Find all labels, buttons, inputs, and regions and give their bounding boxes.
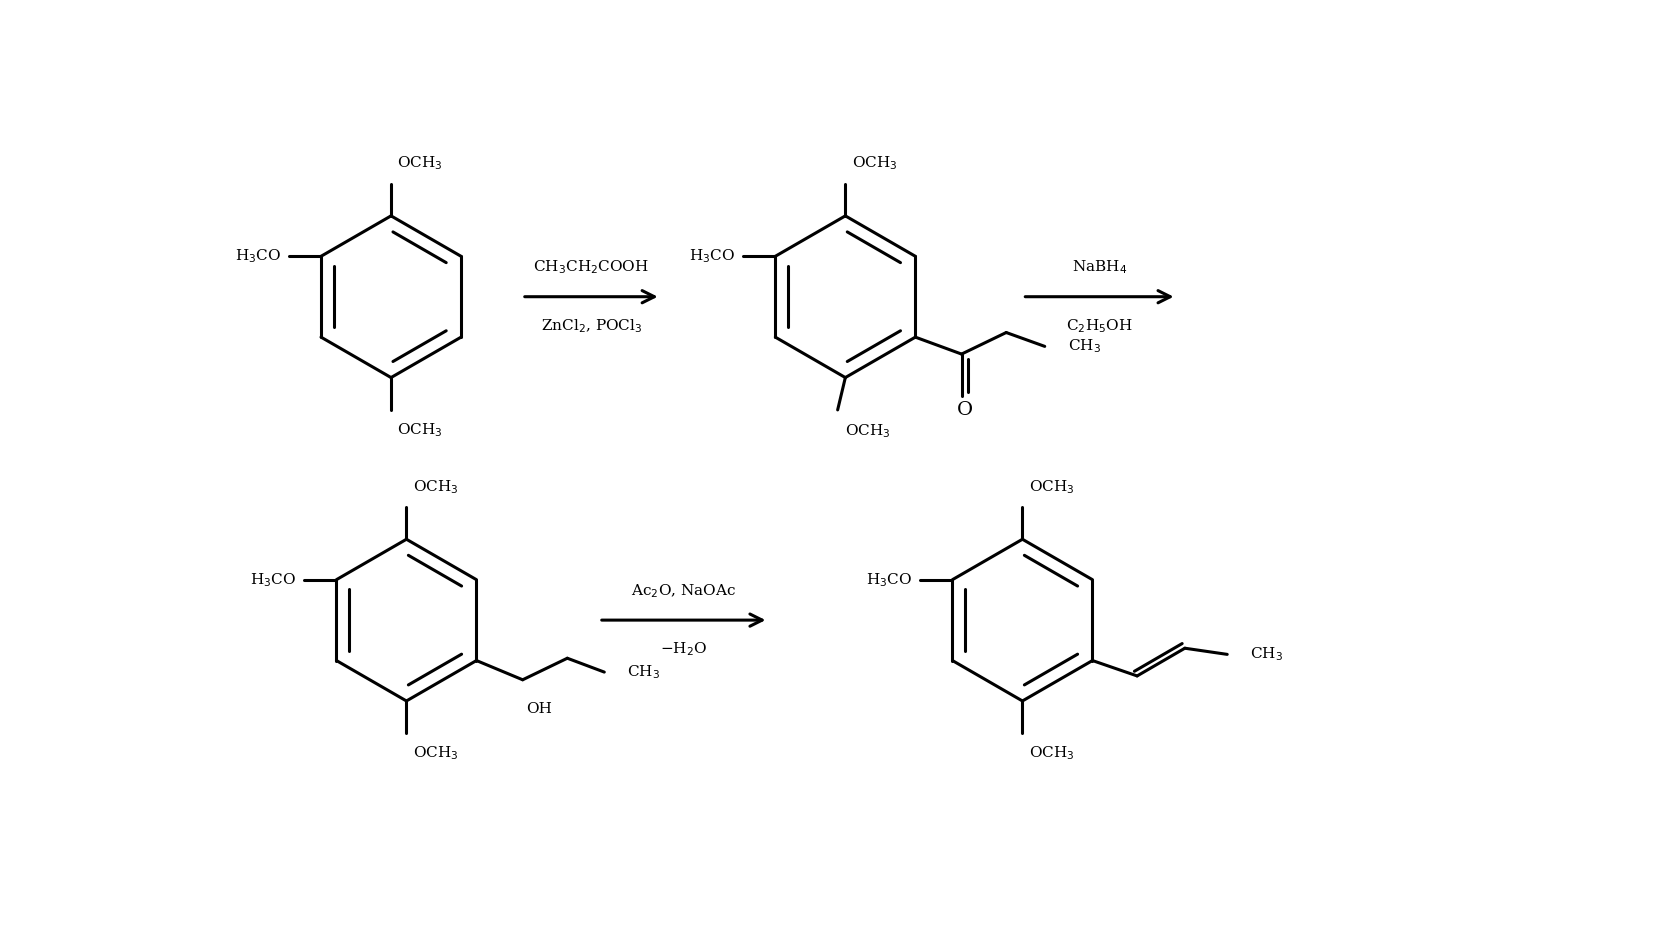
Text: H$_3$CO: H$_3$CO xyxy=(690,248,735,265)
Text: H$_3$CO: H$_3$CO xyxy=(866,571,913,589)
Text: Ac$_2$O, NaOAc: Ac$_2$O, NaOAc xyxy=(631,582,737,600)
Text: OCH$_3$: OCH$_3$ xyxy=(1029,745,1074,762)
Text: OCH$_3$: OCH$_3$ xyxy=(851,155,898,173)
Text: H$_3$CO: H$_3$CO xyxy=(235,248,280,265)
Text: H$_3$CO: H$_3$CO xyxy=(250,571,297,589)
Text: NaBH$_4$: NaBH$_4$ xyxy=(1072,258,1128,276)
Text: OCH$_3$: OCH$_3$ xyxy=(1029,478,1074,496)
Text: OCH$_3$: OCH$_3$ xyxy=(398,155,443,173)
Text: CH$_3$: CH$_3$ xyxy=(1250,645,1284,663)
Text: OCH$_3$: OCH$_3$ xyxy=(398,421,443,439)
Text: CH$_3$: CH$_3$ xyxy=(628,663,661,681)
Text: OCH$_3$: OCH$_3$ xyxy=(413,745,458,762)
Text: ZnCl$_2$, POCl$_3$: ZnCl$_2$, POCl$_3$ xyxy=(540,317,643,335)
Text: $-$H$_2$O: $-$H$_2$O xyxy=(659,640,706,658)
Text: CH$_3$: CH$_3$ xyxy=(1067,337,1101,355)
Text: OH: OH xyxy=(525,702,552,716)
Text: CH$_3$CH$_2$COOH: CH$_3$CH$_2$COOH xyxy=(534,258,649,276)
Text: OCH$_3$: OCH$_3$ xyxy=(413,478,458,496)
Text: C$_2$H$_5$OH: C$_2$H$_5$OH xyxy=(1066,317,1133,335)
Text: OCH$_3$: OCH$_3$ xyxy=(846,423,891,440)
Text: O: O xyxy=(956,401,973,419)
